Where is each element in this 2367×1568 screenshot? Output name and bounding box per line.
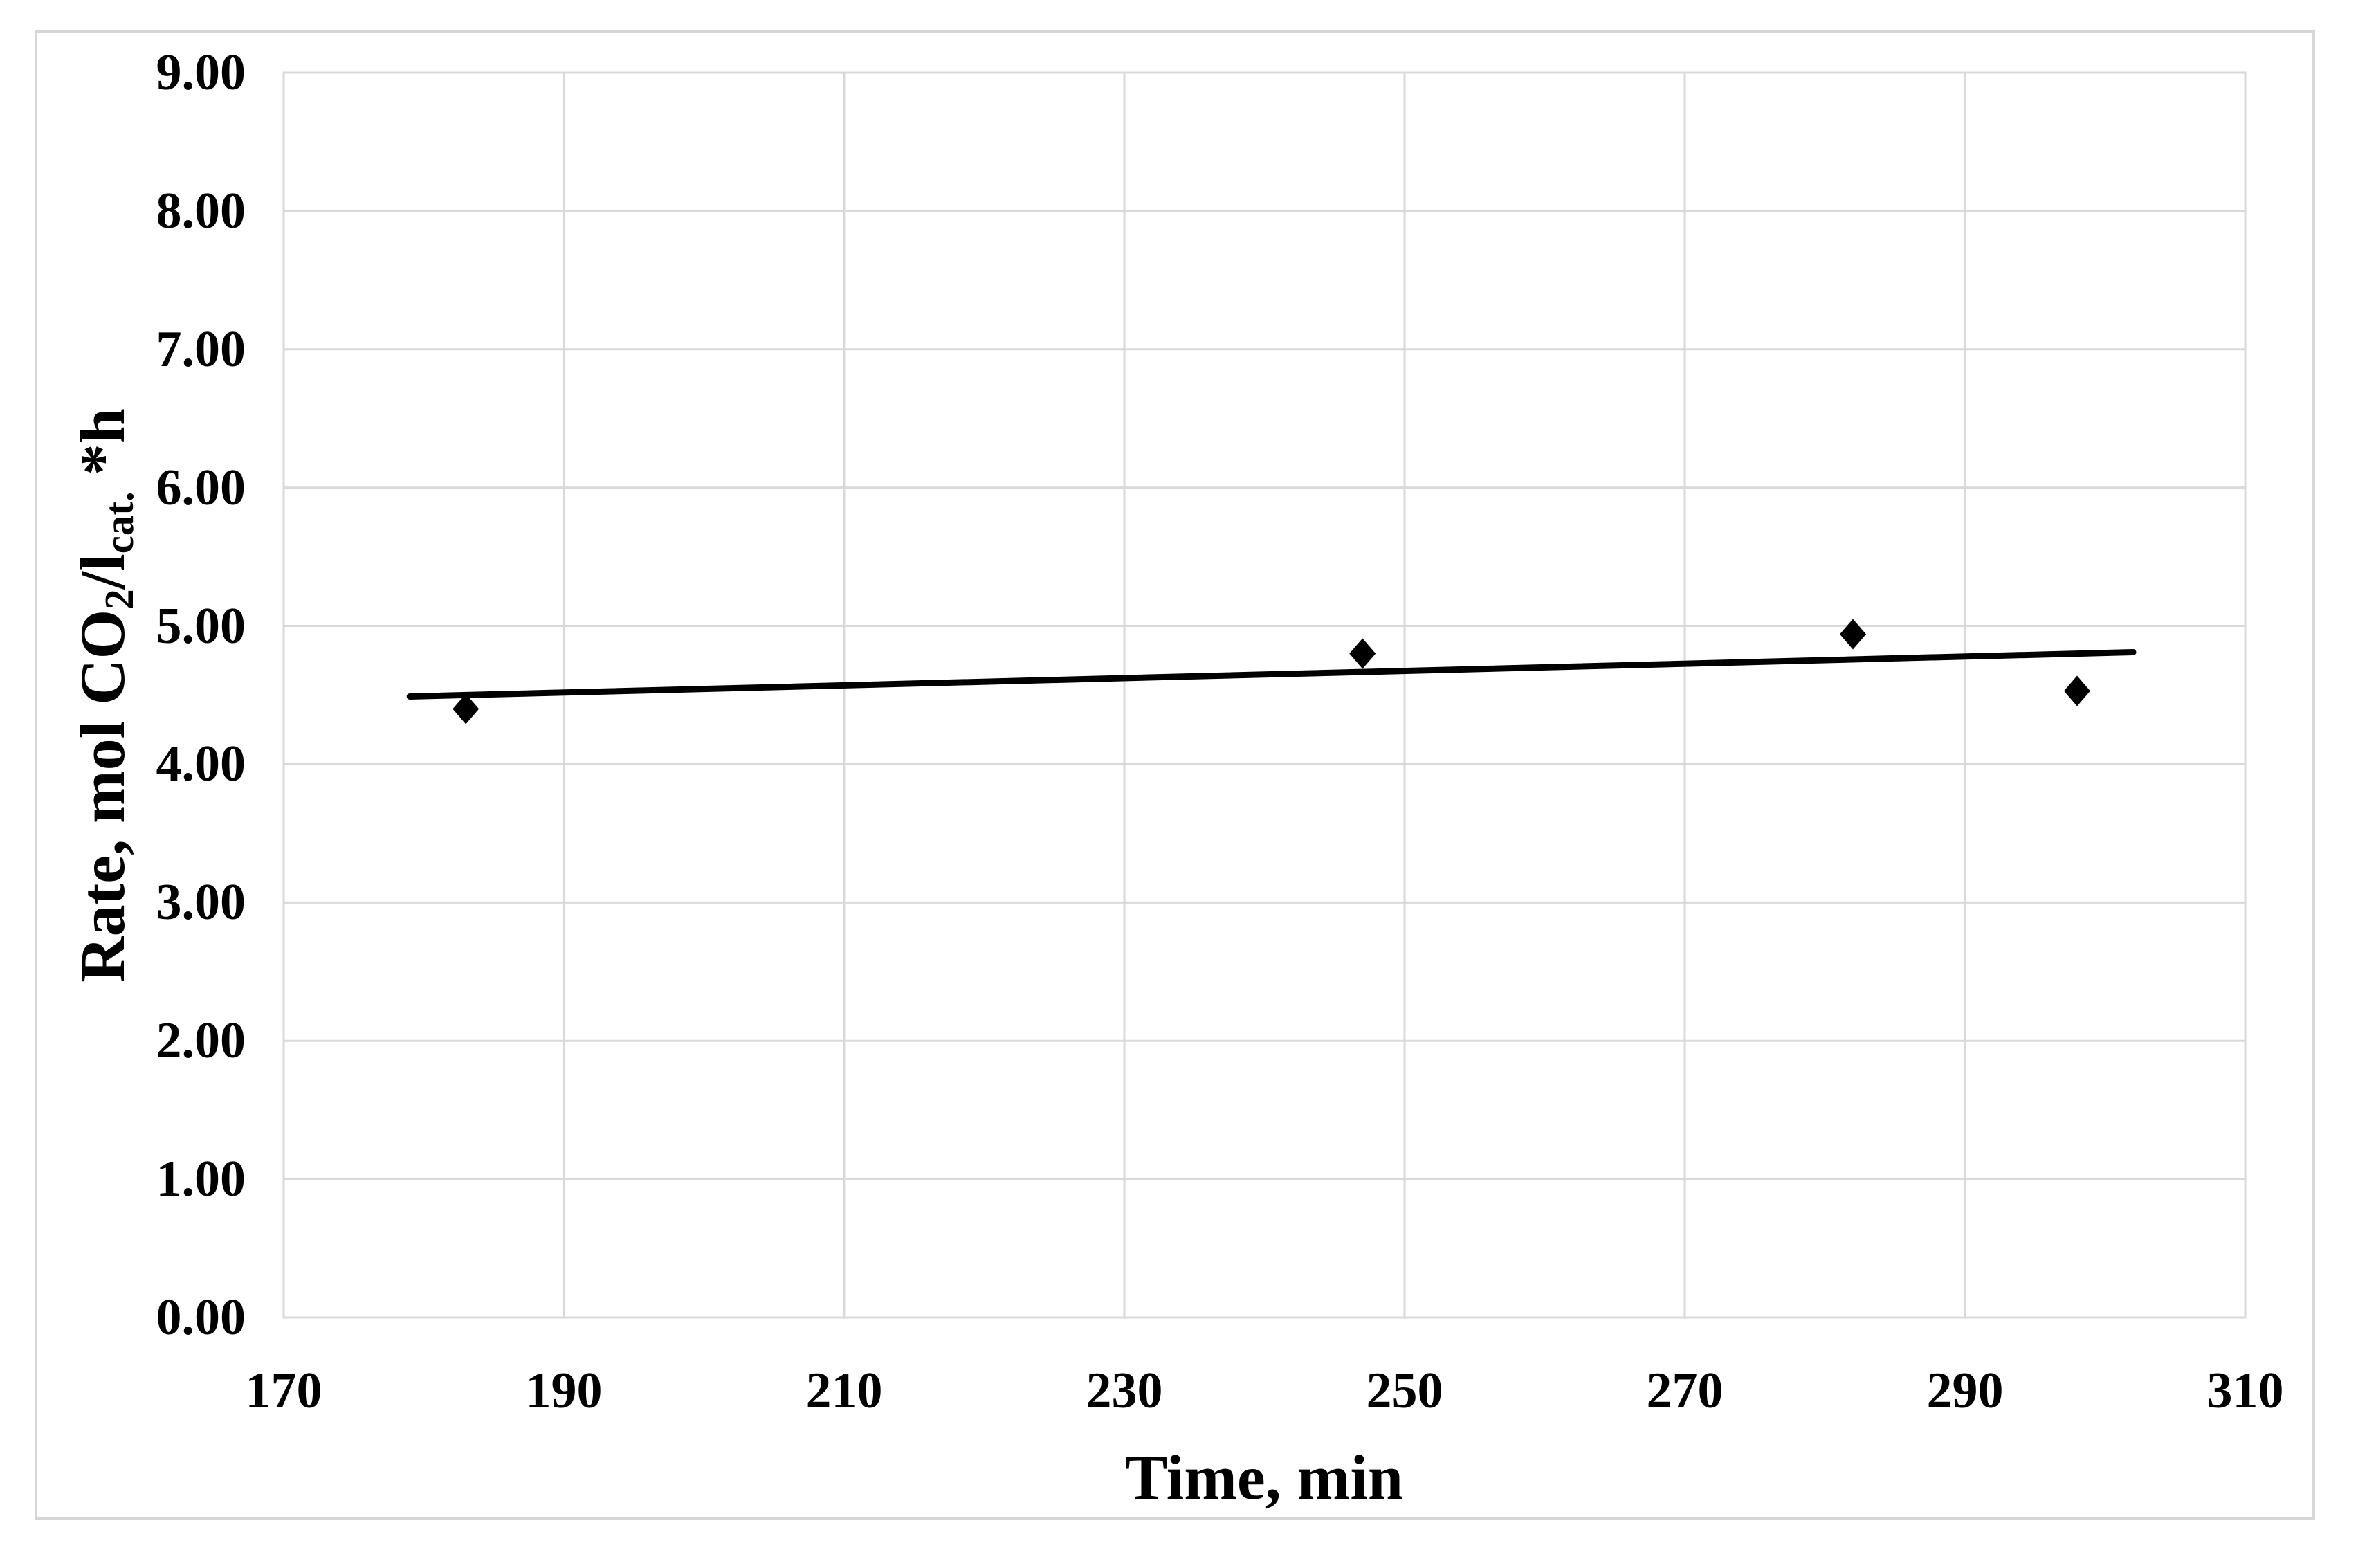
- x-axis-tick-label: 290: [1926, 1362, 2004, 1419]
- y-axis-title-text: Rate, mol CO: [67, 609, 138, 983]
- x-axis-tick-label: 230: [1086, 1362, 1163, 1419]
- data-point-marker: [1349, 638, 1376, 669]
- y-axis-tick-label: 6.00: [156, 459, 246, 516]
- x-axis-tick-label: 250: [1366, 1362, 1443, 1419]
- trendline: [406, 649, 2137, 700]
- y-axis-title-text: /l: [67, 554, 138, 590]
- y-axis-tick-label: 9.00: [156, 44, 246, 101]
- chart-frame: [35, 30, 2315, 1520]
- x-axis-title: Time, min: [1124, 1442, 1404, 1513]
- x-axis-tick-label: 170: [245, 1362, 322, 1419]
- data-point-marker: [453, 693, 479, 724]
- plot-area-border: [282, 71, 2247, 1319]
- x-axis-tick-label: 210: [805, 1362, 883, 1419]
- y-axis-tick-label: 0.00: [156, 1289, 246, 1346]
- y-axis-tick-label: 4.00: [156, 736, 246, 793]
- data-point-marker: [2064, 675, 2090, 706]
- y-axis-tick-label: 2.00: [156, 1012, 246, 1070]
- y-axis-tick-label: 1.00: [156, 1151, 246, 1208]
- y-axis-tick-label: 8.00: [156, 182, 246, 239]
- x-axis-tick-label: 310: [2206, 1362, 2284, 1419]
- x-axis-tick-label: 190: [525, 1362, 603, 1419]
- y-axis-title-subscript: cat.: [96, 491, 142, 554]
- data-point-marker: [1840, 619, 1866, 650]
- y-axis-title: Rate, mol CO2/lcat. *h: [66, 408, 142, 983]
- y-axis-tick-label: 3.00: [156, 874, 246, 931]
- y-axis-title-subscript: 2: [96, 589, 142, 610]
- x-axis-tick-label: 270: [1646, 1362, 1724, 1419]
- y-axis-title-text: *h: [67, 408, 138, 492]
- y-axis-tick-label: 7.00: [156, 320, 246, 378]
- y-axis-tick-label: 5.00: [156, 597, 246, 655]
